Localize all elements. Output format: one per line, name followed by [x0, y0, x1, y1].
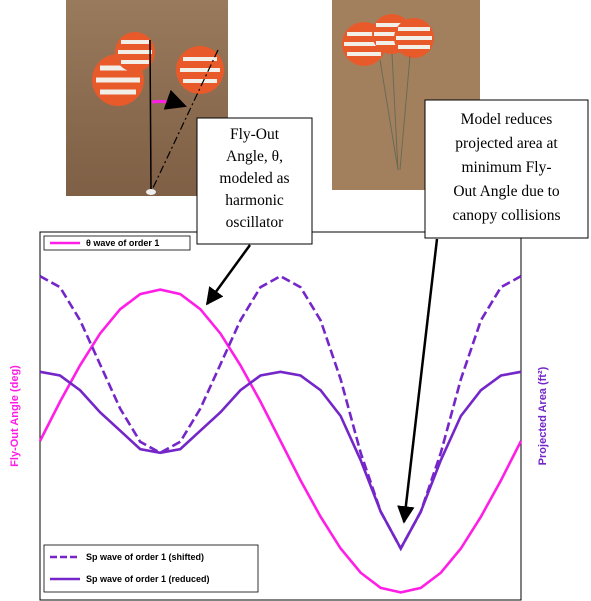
annotation-text: projected area at [455, 135, 558, 152]
annotation-text: harmonic [225, 192, 284, 209]
annotation-text: canopy collisions [452, 207, 560, 224]
legend-label: Sp wave of order 1 (shifted) [86, 552, 204, 562]
annotation-text: Fly-Out [230, 126, 280, 143]
legend-label: θ wave of order 1 [86, 238, 159, 248]
annotation-text: Angle, θ, [226, 148, 283, 165]
annotation-text: modeled as [219, 170, 289, 187]
annotation-text: Model reduces [461, 111, 553, 128]
y-axis-label: Fly-Out Angle (deg) [9, 365, 21, 467]
annotation-text: Out Angle due to [453, 183, 560, 200]
page: {"chart_data": { "type": "line", "y_labe… [0, 0, 591, 601]
legend-label: Sp wave of order 1 (reduced) [86, 574, 210, 584]
annotation-text: oscillator [226, 214, 285, 231]
chart: Fly-Out Angle (deg) Projected Area (ft²)… [0, 0, 591, 601]
y2-axis-label: Projected Area (ft²) [537, 366, 549, 465]
annotation-text: minimum Fly- [462, 159, 552, 176]
